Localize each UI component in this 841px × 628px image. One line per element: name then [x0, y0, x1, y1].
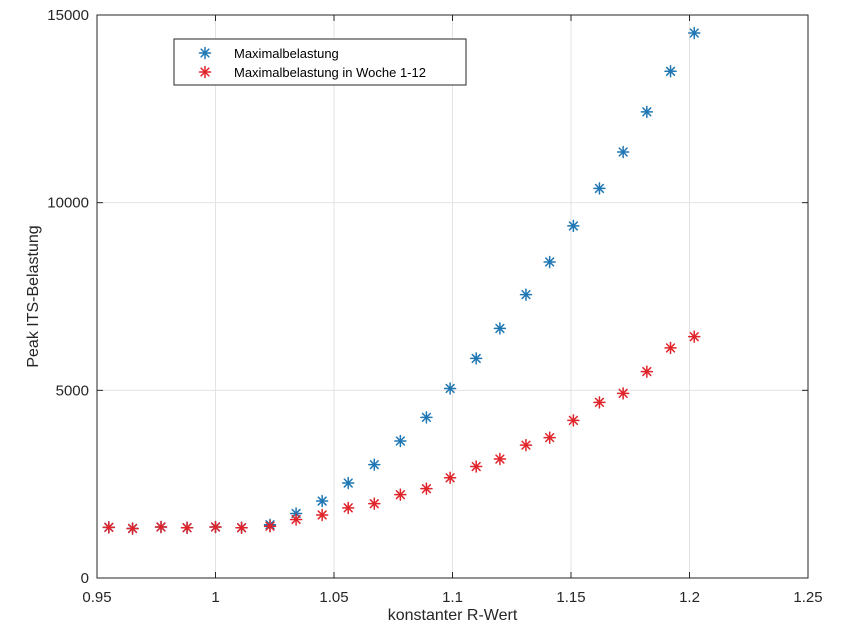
x-axis-tick-labels: 0.95 1 1.05 1.1 1.15 1.2 1.25	[82, 589, 822, 606]
y-tick-label: 10000	[47, 195, 89, 212]
data-point-series-0	[567, 219, 580, 233]
x-tick-label: 1.2	[679, 589, 700, 606]
data-point-series-1	[640, 365, 654, 378]
y-axis-title: Peak ITS-Belastung	[25, 225, 42, 367]
data-point-series-1	[543, 431, 556, 444]
y-tick-label: 0	[81, 570, 89, 587]
data-point-series-0	[664, 65, 677, 78]
data-point-series-1	[289, 513, 303, 526]
data-point-series-1	[469, 460, 483, 473]
data-point-series-1	[593, 396, 606, 409]
legend-label-maximalbelastung-woche-1-12: Maximalbelastung in Woche 1-12	[234, 65, 426, 80]
legend-label-maximalbelastung: Maximalbelastung	[234, 46, 339, 61]
data-point-series-0	[420, 411, 433, 424]
x-tick-label: 1.05	[319, 589, 348, 606]
data-point-series-1	[394, 488, 407, 501]
data-point-series-0	[315, 494, 329, 508]
x-axis-title: konstanter R-Wert	[388, 607, 518, 624]
data-point-series-0	[368, 458, 381, 471]
data-point-series-0	[493, 322, 507, 335]
legend-asterisk-icon	[198, 65, 212, 79]
x-tick-label: 1.25	[793, 589, 822, 606]
data-point-series-0	[640, 105, 654, 119]
data-point-series-1	[180, 521, 194, 534]
data-point-series-1	[341, 501, 355, 515]
data-point-series-1	[567, 414, 580, 427]
legend-marker-maximalbelastung-woche-1-12	[198, 65, 212, 79]
data-point-series-0	[469, 352, 483, 365]
data-point-series-1	[154, 520, 168, 534]
data-point-series-0	[519, 288, 533, 301]
legend-asterisk-icon	[198, 46, 212, 60]
axis-ticks	[96, 14, 809, 579]
data-point-series-1	[687, 330, 701, 343]
data-point-series-0	[616, 145, 630, 159]
data-point-series-1	[263, 519, 277, 533]
data-point-series-1	[420, 482, 433, 495]
y-tick-label: 5000	[56, 382, 89, 399]
data-point-series-1	[664, 341, 677, 355]
data-point-series-1	[519, 438, 533, 452]
data-point-series-0	[443, 382, 457, 395]
data-point-series-0	[687, 26, 701, 40]
data-point-series-1	[368, 497, 381, 510]
data-point-series-1	[443, 471, 457, 485]
data-point-series-0	[593, 182, 606, 195]
data-point-series-1	[493, 452, 507, 466]
data-markers	[102, 26, 701, 535]
x-tick-label: 1	[211, 589, 219, 606]
data-point-series-1	[315, 508, 329, 522]
data-point-series-1	[126, 522, 139, 535]
data-point-series-1	[235, 521, 248, 534]
legend-marker-maximalbelastung	[198, 46, 212, 60]
data-point-series-0	[543, 255, 556, 269]
legend-box	[173, 38, 467, 86]
y-axis-tick-labels: 0 5000 10000 15000	[47, 7, 89, 587]
x-tick-label: 0.95	[82, 589, 111, 606]
data-point-series-1	[616, 387, 630, 400]
y-tick-label: 15000	[47, 7, 89, 24]
data-point-series-0	[394, 434, 407, 448]
legend: Maximalbelastung Maximalbelastung in Woc…	[173, 38, 467, 86]
data-point-series-0	[341, 476, 355, 490]
grid-lines	[96, 14, 809, 579]
x-tick-label: 1.15	[556, 589, 585, 606]
x-tick-label: 1.1	[442, 589, 463, 606]
data-point-series-1	[209, 520, 222, 534]
data-point-series-1	[102, 521, 116, 534]
